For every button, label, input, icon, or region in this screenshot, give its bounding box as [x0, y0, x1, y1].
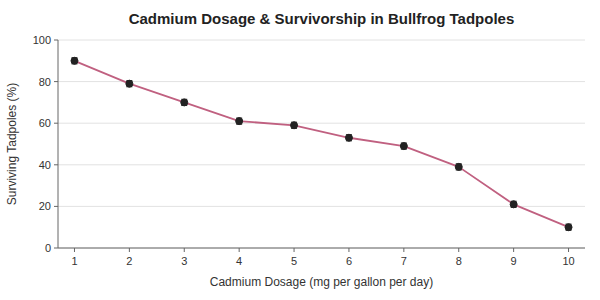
x-tick-label: 10 — [562, 255, 574, 267]
x-tick — [129, 248, 130, 252]
y-axis-line — [58, 40, 59, 248]
x-tick — [403, 248, 404, 252]
error-bar — [346, 135, 352, 141]
error-bar — [181, 99, 187, 105]
y-tick-label: 60 — [39, 117, 51, 129]
error-bar — [566, 224, 572, 230]
chart: 0 20 40 60 80 100 1 2 3 4 5 6 7 8 9 10 Cadmium Dosage & … — [0, 0, 600, 300]
point — [236, 118, 243, 125]
grid-line — [58, 206, 585, 207]
error-bar — [126, 81, 132, 87]
error-bar — [511, 201, 517, 207]
x-tick — [239, 248, 240, 252]
grid-line — [58, 248, 585, 249]
point — [126, 80, 133, 87]
error-bar — [236, 118, 242, 124]
error-bar — [456, 164, 462, 170]
y-tick-label: 40 — [39, 159, 51, 171]
y-tick-label: 100 — [33, 34, 51, 46]
y-tick — [54, 40, 58, 41]
point — [181, 99, 188, 106]
x-tick-label: 5 — [291, 255, 297, 267]
x-tick — [184, 248, 185, 252]
x-tick — [458, 248, 459, 252]
y-tick-label: 20 — [39, 200, 51, 212]
point — [455, 163, 462, 170]
grid-line — [58, 40, 585, 41]
point — [291, 122, 298, 129]
line — [74, 61, 568, 227]
grid-line — [58, 123, 585, 124]
x-tick-label: 1 — [71, 255, 77, 267]
x-tick-label: 9 — [511, 255, 517, 267]
x-tick — [568, 248, 569, 252]
x-tick — [513, 248, 514, 252]
x-tick-label: 3 — [181, 255, 187, 267]
y-axis-label: Surviving Tadpoles (%) — [5, 83, 19, 206]
grid-line — [58, 164, 585, 165]
y-tick — [54, 206, 58, 207]
point — [71, 57, 78, 64]
error-bar — [71, 58, 77, 64]
x-axis-line — [58, 248, 585, 249]
x-tick-label: 6 — [346, 255, 352, 267]
y-tick-label: 80 — [39, 76, 51, 88]
point — [400, 143, 407, 150]
x-tick — [74, 248, 75, 252]
x-tick — [348, 248, 349, 252]
grid-line — [58, 81, 585, 82]
y-tick — [54, 81, 58, 82]
x-tick-label: 7 — [401, 255, 407, 267]
x-tick-label: 2 — [126, 255, 132, 267]
point — [510, 201, 517, 208]
error-bar — [291, 122, 297, 128]
point — [345, 134, 352, 141]
x-tick-label: 4 — [236, 255, 242, 267]
x-tick — [294, 248, 295, 252]
error-bar — [401, 143, 407, 149]
plot-data — [71, 57, 572, 230]
title: Cadmium Dosage & Survivorship in Bullfro… — [129, 10, 515, 27]
axes: 0 20 40 60 80 100 1 2 3 4 5 6 7 8 9 10 — [33, 34, 585, 267]
y-tick — [54, 248, 58, 249]
y-tick — [54, 164, 58, 165]
point — [565, 224, 572, 231]
x-axis-label: Cadmium Dosage (mg per gallon per day) — [210, 275, 433, 289]
y-tick-label: 0 — [45, 242, 51, 254]
y-tick — [54, 123, 58, 124]
x-tick-label: 8 — [456, 255, 462, 267]
